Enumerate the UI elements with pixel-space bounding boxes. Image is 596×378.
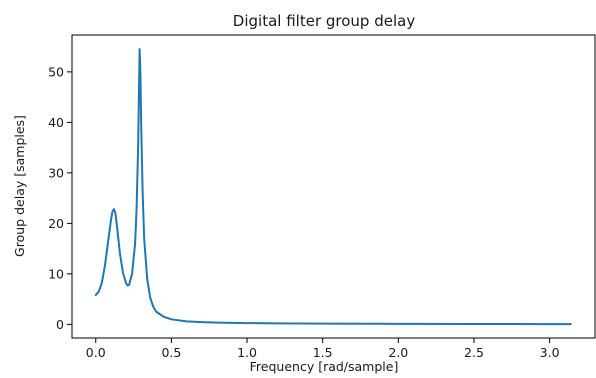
- chart-title: Digital filter group delay: [233, 12, 416, 30]
- y-tick-label: 10: [48, 266, 64, 281]
- x-tick-label: 3.0: [540, 345, 560, 360]
- plot-area: [94, 48, 572, 326]
- y-tick-label: 50: [48, 64, 64, 79]
- y-axis-ticks: 0 10 20 30 40 50: [48, 64, 72, 332]
- x-tick-label: 0.0: [86, 345, 106, 360]
- x-tick-label: 2.5: [464, 345, 484, 360]
- y-tick-label: 0: [56, 317, 64, 332]
- axes-frame: [71, 34, 596, 339]
- y-axis-label: Group delay [samples]: [12, 115, 27, 257]
- x-tick-label: 1.5: [313, 345, 333, 360]
- group-delay-line: [94, 48, 572, 326]
- y-tick-label: 30: [48, 165, 64, 180]
- x-tick-label: 0.5: [161, 345, 181, 360]
- x-axis-ticks: 0.0 0.5 1.0 1.5 2.0 2.5 3.0: [86, 338, 560, 360]
- y-tick-label: 20: [48, 216, 64, 231]
- x-tick-label: 1.0: [237, 345, 257, 360]
- y-tick-label: 40: [48, 115, 64, 130]
- x-tick-label: 2.0: [388, 345, 408, 360]
- x-axis-label: Frequency [rad/sample]: [250, 359, 399, 374]
